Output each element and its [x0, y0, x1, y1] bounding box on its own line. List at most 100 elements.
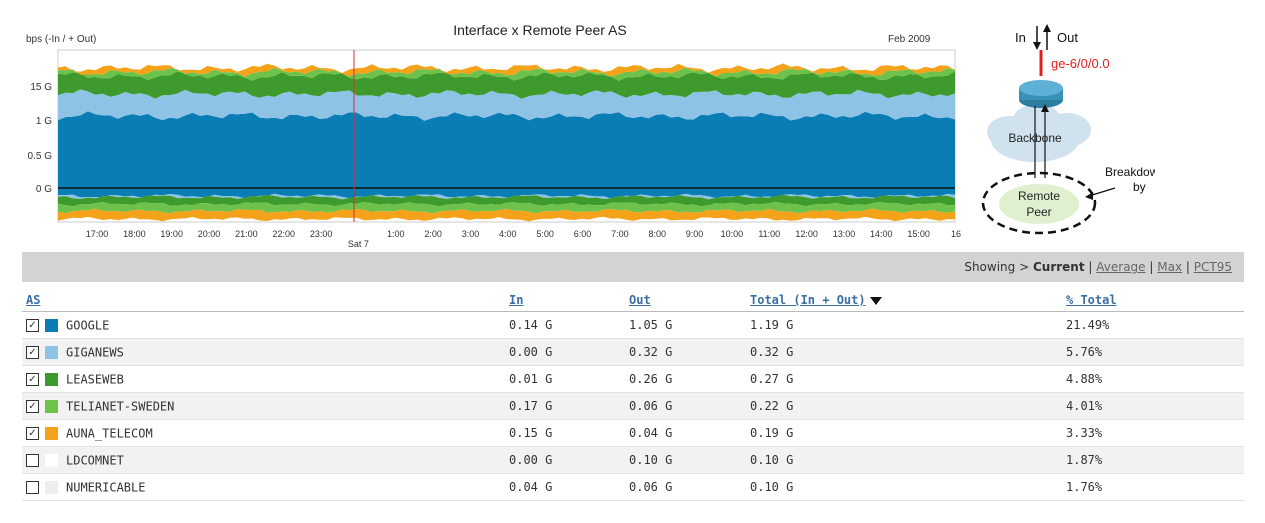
table-row: ✓ AUNA_TELECOM 0.15 G 0.04 G 0.19 G 3.33% — [22, 419, 1244, 447]
row-checkbox[interactable]: ✓ — [26, 318, 39, 332]
breakdown-arrow — [1088, 187, 1116, 197]
in-cell: 0.00 G — [505, 338, 625, 366]
column-header-out[interactable]: Out — [625, 289, 746, 312]
color-swatch — [45, 426, 58, 440]
y-tick-label: 1 G — [36, 116, 52, 127]
as-table-body: ✓ GOOGLE 0.14 G 1.05 G 1.19 G 21.49% ✓ GIGANEWS… — [22, 311, 1244, 501]
as-cell: NUMERICABLE — [22, 473, 505, 501]
total-cell: 0.19 G — [746, 419, 1062, 447]
table-row: ✓ TELIANET-SWEDEN 0.17 G 0.06 G 0.22 G 4.01% — [22, 392, 1244, 420]
plot-layers — [58, 63, 955, 222]
pct-cell: 5.76% — [1062, 338, 1244, 366]
stat-selector: Showing > Current | Average | Max | PCT9… — [964, 260, 1232, 274]
pct-cell: 1.76% — [1062, 473, 1244, 501]
series-area-in-telianet-sweden — [58, 201, 955, 214]
in-cell: 0.15 G — [505, 419, 625, 447]
table-row: LDCOMNET 0.00 G 0.10 G 0.10 G 1.87% — [22, 446, 1244, 474]
as-cell: ✓ AUNA_TELECOM — [22, 419, 505, 447]
stat-average-link[interactable]: Average — [1096, 260, 1146, 274]
column-header-in[interactable]: In — [505, 289, 625, 312]
in-cell: 0.17 G — [505, 392, 625, 420]
pct-cell: 4.88% — [1062, 365, 1244, 393]
series-area-in-auna_telecom — [58, 208, 955, 222]
diagram-out-label: Out — [1057, 30, 1078, 45]
traffic-chart-svg: Interface x Remote Peer AS bps (-In / + … — [26, 22, 961, 249]
x-tick-label: 2:00 — [424, 229, 442, 239]
as-name: LEASEWEB — [66, 372, 124, 387]
column-header-total[interactable]: Total (In + Out) — [746, 289, 1062, 312]
y-tick-label: 0 G — [36, 184, 52, 195]
network-diagram: In Out ge-6/0/0.0 Backbone Remote Peer Br… — [975, 18, 1165, 248]
total-cell: 0.10 G — [746, 473, 1062, 501]
as-cell: ✓ GOOGLE — [22, 311, 505, 339]
out-cell: 0.32 G — [625, 338, 746, 366]
in-cell: 0.14 G — [505, 311, 625, 339]
x-tick-label: Sat 7 — [348, 239, 369, 249]
interface-label: ge-6/0/0.0 — [1051, 56, 1110, 71]
x-axis-ticks: 17:00 18:00 19:00 20:00 21:00 22:00 23:00 Sat 7… — [86, 229, 961, 249]
chart-title: Interface x Remote Peer AS — [453, 22, 627, 38]
row-checkbox[interactable] — [26, 453, 39, 467]
x-tick-label: 18:00 — [123, 229, 146, 239]
stat-sep: | — [1149, 260, 1154, 274]
stat-sep: | — [1088, 260, 1093, 274]
row-checkbox[interactable]: ✓ — [26, 426, 39, 440]
color-swatch — [45, 372, 58, 386]
x-tick-label: 19:00 — [160, 229, 183, 239]
remote-peer-cloud — [999, 184, 1079, 224]
series-area-out-telianet-sweden — [58, 67, 955, 81]
column-header-as[interactable]: AS — [22, 289, 505, 312]
pct-cell: 1.87% — [1062, 446, 1244, 474]
color-swatch — [45, 453, 58, 467]
x-tick-label: 14:00 — [870, 229, 893, 239]
x-tick-label: 5:00 — [536, 229, 554, 239]
row-checkbox[interactable] — [26, 480, 39, 494]
total-cell: 1.19 G — [746, 311, 1062, 339]
table-header-row: AS In Out Total (In + Out) % Total — [22, 289, 1244, 312]
sort-desc-icon — [869, 296, 882, 305]
stat-pct95-link[interactable]: PCT95 — [1193, 260, 1232, 274]
series-area-in-leaseweb — [58, 194, 955, 207]
color-swatch — [45, 345, 58, 359]
x-tick-label: 21:00 — [235, 229, 258, 239]
out-cell: 0.04 G — [625, 419, 746, 447]
out-cell: 0.06 G — [625, 473, 746, 501]
out-cell: 0.26 G — [625, 365, 746, 393]
x-tick-label: 9:00 — [686, 229, 704, 239]
series-area-out-auna_telecom — [58, 63, 955, 77]
x-tick-label: 1:00 — [387, 229, 405, 239]
total-cell: 0.27 G — [746, 365, 1062, 393]
color-swatch — [45, 480, 58, 494]
x-tick-label: 7:00 — [611, 229, 629, 239]
table-row: ✓ GIGANEWS 0.00 G 0.32 G 0.32 G 5.76% — [22, 338, 1244, 366]
row-checkbox[interactable]: ✓ — [26, 345, 39, 359]
column-header-pct[interactable]: % Total — [1062, 289, 1244, 312]
in-arrow-head — [1033, 42, 1041, 50]
breakdown-arrow-head — [1085, 192, 1093, 200]
stat-max-link[interactable]: Max — [1157, 260, 1183, 274]
traffic-chart: Interface x Remote Peer AS bps (-In / + … — [0, 0, 970, 252]
column-header-total-label[interactable]: Total (In + Out) — [750, 293, 866, 307]
x-tick-label: 16 — [951, 229, 961, 239]
row-checkbox[interactable]: ✓ — [26, 372, 39, 386]
chart-date-label: Feb 2009 — [888, 34, 931, 45]
diagram-in-label: In — [1015, 30, 1026, 45]
as-cell: ✓ TELIANET-SWEDEN — [22, 392, 505, 420]
pct-cell: 3.33% — [1062, 419, 1244, 447]
series-area-out-giganews — [58, 89, 955, 121]
out-cell: 1.05 G — [625, 311, 746, 339]
row-checkbox[interactable]: ✓ — [26, 399, 39, 413]
as-cell: ✓ GIGANEWS — [22, 338, 505, 366]
total-cell: 0.32 G — [746, 338, 1062, 366]
x-tick-label: 6:00 — [574, 229, 592, 239]
series-area-out-google — [58, 111, 955, 188]
remote-peer-ellipse — [981, 171, 1097, 235]
out-cell: 0.06 G — [625, 392, 746, 420]
y-axis-ticks: 15 G 1 G 0.5 G 0 G — [28, 82, 53, 195]
as-name: GIGANEWS — [66, 345, 124, 360]
x-tick-label: 13:00 — [833, 229, 856, 239]
backbone-arrow-head — [1041, 104, 1049, 112]
stat-current[interactable]: Current — [1032, 260, 1085, 274]
x-tick-label: 15:00 — [907, 229, 930, 239]
table-row: NUMERICABLE 0.04 G 0.06 G 0.10 G 1.76% — [22, 473, 1244, 501]
